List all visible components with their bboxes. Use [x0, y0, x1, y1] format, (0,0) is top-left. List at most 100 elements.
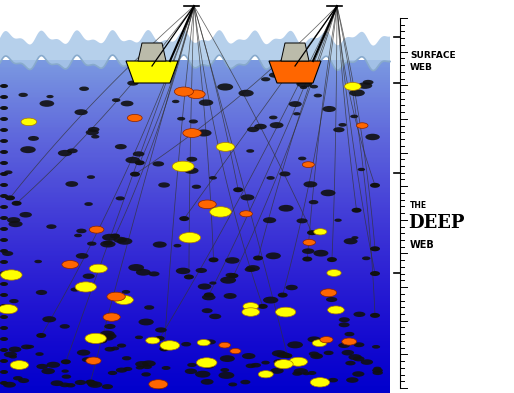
Ellipse shape	[172, 100, 179, 103]
Bar	[0, 250, 390, 252]
Ellipse shape	[0, 326, 8, 330]
Bar	[0, 78, 390, 80]
Ellipse shape	[209, 314, 221, 319]
Ellipse shape	[202, 294, 215, 300]
Bar	[0, 293, 390, 295]
Ellipse shape	[344, 238, 358, 244]
Ellipse shape	[89, 264, 107, 273]
Bar	[0, 342, 390, 343]
Bar	[0, 330, 390, 331]
Ellipse shape	[0, 260, 8, 264]
Ellipse shape	[339, 322, 350, 327]
Bar	[0, 103, 390, 105]
Ellipse shape	[62, 261, 79, 268]
Bar	[0, 73, 390, 75]
Ellipse shape	[226, 273, 236, 277]
Ellipse shape	[273, 359, 286, 365]
Ellipse shape	[28, 136, 39, 141]
Ellipse shape	[261, 361, 270, 365]
Ellipse shape	[200, 379, 214, 385]
Bar	[0, 205, 390, 206]
Bar	[0, 97, 390, 98]
Ellipse shape	[370, 271, 380, 276]
Text: DEEP: DEEP	[408, 214, 465, 232]
Bar	[0, 67, 390, 68]
Bar	[0, 137, 390, 138]
Ellipse shape	[107, 292, 125, 301]
Ellipse shape	[91, 135, 99, 139]
Ellipse shape	[289, 357, 307, 366]
Ellipse shape	[172, 161, 194, 172]
Bar	[0, 100, 390, 102]
Ellipse shape	[370, 183, 380, 188]
Ellipse shape	[302, 162, 315, 167]
Ellipse shape	[314, 229, 327, 235]
Ellipse shape	[141, 372, 151, 376]
Ellipse shape	[302, 248, 315, 254]
Bar	[0, 278, 390, 280]
Ellipse shape	[159, 346, 169, 351]
Ellipse shape	[7, 217, 20, 223]
Bar	[0, 340, 390, 342]
Bar	[0, 175, 390, 176]
Ellipse shape	[155, 327, 167, 332]
Ellipse shape	[115, 144, 127, 149]
Bar	[0, 211, 390, 213]
Ellipse shape	[0, 205, 8, 209]
Bar	[0, 107, 390, 108]
Bar	[0, 380, 390, 381]
Bar	[0, 98, 390, 100]
Ellipse shape	[103, 241, 113, 245]
Ellipse shape	[373, 370, 383, 375]
Ellipse shape	[87, 175, 95, 179]
Bar	[0, 217, 390, 218]
Ellipse shape	[86, 357, 101, 364]
Polygon shape	[281, 43, 309, 61]
Bar	[0, 121, 390, 123]
Ellipse shape	[58, 150, 72, 156]
Bar	[0, 376, 390, 378]
Ellipse shape	[344, 83, 361, 90]
Ellipse shape	[328, 378, 338, 382]
Bar	[0, 228, 390, 230]
Bar	[0, 95, 390, 97]
Bar	[0, 70, 390, 72]
Bar	[0, 263, 390, 265]
Bar	[0, 180, 390, 182]
Ellipse shape	[352, 236, 358, 239]
Ellipse shape	[210, 207, 231, 217]
Ellipse shape	[204, 292, 214, 298]
Ellipse shape	[327, 270, 341, 276]
Ellipse shape	[26, 345, 34, 349]
Bar	[0, 93, 390, 95]
Bar	[0, 218, 390, 220]
Bar	[0, 371, 390, 373]
Ellipse shape	[46, 224, 57, 229]
Ellipse shape	[34, 260, 42, 263]
Bar	[0, 351, 390, 353]
Ellipse shape	[0, 359, 8, 363]
Ellipse shape	[0, 271, 8, 275]
Bar	[0, 346, 390, 348]
Ellipse shape	[146, 337, 160, 344]
Bar	[0, 338, 390, 340]
Polygon shape	[126, 61, 178, 83]
Ellipse shape	[322, 106, 336, 112]
Ellipse shape	[335, 219, 342, 222]
Ellipse shape	[127, 114, 142, 121]
Bar	[0, 272, 390, 273]
Ellipse shape	[0, 161, 8, 165]
Ellipse shape	[66, 383, 76, 387]
Ellipse shape	[230, 349, 241, 354]
Ellipse shape	[103, 336, 114, 341]
Ellipse shape	[228, 273, 238, 278]
Ellipse shape	[372, 368, 383, 373]
Ellipse shape	[123, 367, 132, 371]
Bar	[0, 75, 390, 77]
Polygon shape	[138, 43, 166, 61]
Ellipse shape	[0, 172, 8, 176]
Bar	[0, 68, 390, 70]
Bar	[0, 223, 390, 225]
Bar	[0, 235, 390, 237]
Bar	[0, 283, 390, 285]
